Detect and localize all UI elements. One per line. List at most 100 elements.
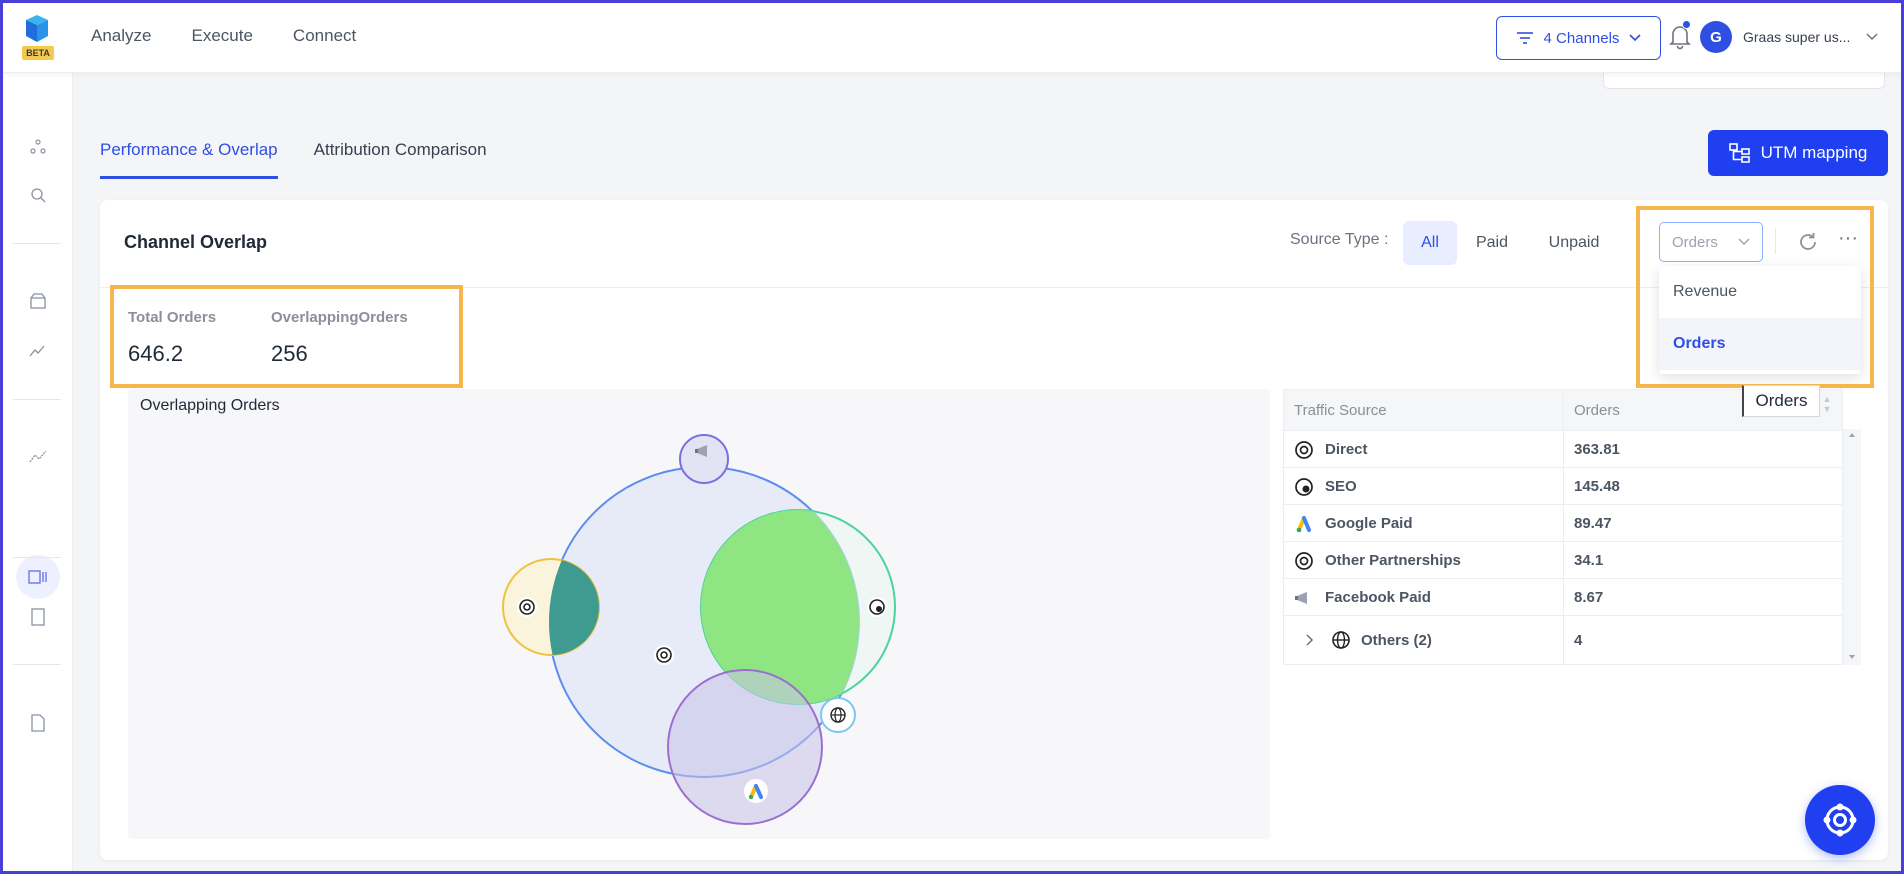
metric-select-value: Orders <box>1672 233 1718 251</box>
date-range-picker[interactable] <box>1603 73 1885 89</box>
tab-bar: Performance & Overlap Attribution Compar… <box>100 140 487 179</box>
target-icon <box>1295 441 1313 459</box>
nav-connect[interactable]: Connect <box>292 26 357 45</box>
sidebar-trend-search-icon[interactable] <box>26 339 50 363</box>
sidebar-divider <box>13 243 61 244</box>
main-nav: Analyze Execute Connect <box>91 26 356 46</box>
chevron-down-icon <box>1629 34 1642 42</box>
venn-intersection-direct-partnerships[interactable] <box>503 559 599 655</box>
beta-badge: BETA <box>22 46 54 60</box>
megaphone-icon <box>1295 592 1307 604</box>
megaphone-icon <box>695 445 707 457</box>
header-orders[interactable]: Orders <box>1574 402 1620 419</box>
user-menu-chevron-icon[interactable] <box>1866 28 1878 44</box>
sidebar-document-icon[interactable] <box>26 605 50 629</box>
target-icon <box>1295 552 1313 570</box>
globe-icon <box>830 707 846 723</box>
refresh-icon[interactable] <box>1797 231 1819 253</box>
traffic-source-table: Traffic Source Orders Direct 363.81 SEO … <box>1283 389 1843 665</box>
nav-analyze[interactable]: Analyze <box>91 26 152 45</box>
channels-label: 4 Channels <box>1543 29 1620 47</box>
toolbar-divider <box>1775 228 1776 254</box>
total-orders-label: Total Orders <box>128 309 217 326</box>
utm-mapping-label: UTM mapping <box>1760 143 1868 162</box>
app-logo[interactable]: BETA <box>20 14 54 62</box>
table-row[interactable]: SEO 145.48 <box>1284 467 1842 504</box>
sidebar-divider-mid <box>13 557 61 558</box>
sort-arrows-icon[interactable]: ▲ ▼ <box>1822 394 1832 414</box>
table-row[interactable]: Other Partnerships 34.1 <box>1284 541 1842 578</box>
chevron-right-icon[interactable] <box>1306 634 1314 646</box>
row-name: Google Paid <box>1325 515 1413 532</box>
venn-circle-facebook-paid[interactable] <box>679 434 729 484</box>
logo-cube-icon <box>26 15 48 42</box>
sidebar-divider <box>13 399 61 400</box>
metric-option-orders[interactable]: Orders <box>1659 318 1861 370</box>
tab-performance-overlap[interactable]: Performance & Overlap <box>100 140 278 179</box>
row-name: Others (2) <box>1361 632 1432 649</box>
metric-dropdown-menu: Revenue Orders <box>1659 266 1861 374</box>
venn-title: Overlapping Orders <box>140 397 280 414</box>
table-row[interactable]: Facebook Paid 8.67 <box>1284 578 1842 615</box>
row-value: 8.67 <box>1574 589 1604 606</box>
avatar[interactable]: G <box>1700 21 1732 53</box>
table-row-expandable[interactable]: Others (2) 4 <box>1284 615 1842 664</box>
sidebar-active-bg <box>16 555 60 599</box>
sidebar <box>3 73 73 871</box>
card-divider <box>100 287 1888 288</box>
overlapping-orders-value: 256 <box>271 341 308 366</box>
sidebar-overlap-icon[interactable] <box>26 565 50 589</box>
table-row[interactable]: Google Paid 89.47 <box>1284 504 1842 541</box>
highlight-metrics-box <box>110 285 463 388</box>
globe-search-icon <box>1295 478 1313 496</box>
tab-attribution-comparison[interactable]: Attribution Comparison <box>313 140 487 159</box>
sidebar-analytics-icon[interactable] <box>26 445 50 469</box>
column-tooltip: Orders <box>1742 385 1820 417</box>
source-type-label: Source Type : <box>1290 231 1389 248</box>
row-value: 145.48 <box>1574 478 1620 495</box>
sidebar-divider <box>13 664 61 665</box>
sidebar-search-icon[interactable] <box>26 183 50 207</box>
total-orders-value: 646.2 <box>128 341 184 366</box>
utm-mapping-button[interactable]: UTM mapping <box>1708 130 1888 176</box>
sitemap-icon <box>1728 143 1750 163</box>
row-value: 34.1 <box>1574 552 1604 569</box>
venn-circle-google-paid[interactable] <box>667 669 823 825</box>
row-value: 4 <box>1574 632 1583 649</box>
source-type-all[interactable]: All <box>1403 221 1457 265</box>
overlapping-orders-label: OverlappingOrders <box>271 309 408 326</box>
metric-option-revenue[interactable]: Revenue <box>1673 283 1738 300</box>
card-title: Channel Overlap <box>124 232 268 252</box>
metric-select[interactable]: Orders <box>1659 222 1763 262</box>
table-row[interactable]: Direct 363.81 <box>1284 430 1842 467</box>
column-divider <box>1563 390 1564 664</box>
venn-diagram <box>502 434 896 825</box>
top-bar: BETA Analyze Execute Connect 4 Channels … <box>0 0 1904 73</box>
source-type-unpaid[interactable]: Unpaid <box>1548 234 1600 251</box>
chevron-down-icon <box>1738 238 1750 245</box>
google-ads-icon <box>1296 516 1311 533</box>
nav-execute[interactable]: Execute <box>191 26 253 45</box>
lifebuoy-icon <box>1823 803 1857 837</box>
source-type-paid[interactable]: Paid <box>1475 234 1509 251</box>
notification-dot <box>1682 20 1691 29</box>
help-chat-button[interactable] <box>1805 785 1875 855</box>
globe-search-icon <box>867 597 887 617</box>
channels-filter-button[interactable]: 4 Channels <box>1496 16 1661 60</box>
target-icon <box>517 597 537 617</box>
row-name: Direct <box>1325 441 1368 458</box>
table-scrollbar[interactable] <box>1843 429 1861 665</box>
sidebar-store-icon[interactable] <box>26 289 50 313</box>
more-options-icon[interactable]: ··· <box>1838 227 1858 249</box>
sidebar-nodes-icon[interactable] <box>26 135 50 159</box>
user-name[interactable]: Graas super us... <box>1743 29 1851 45</box>
filter-icon <box>1516 32 1533 44</box>
highlight-dropdown-box <box>1636 206 1874 388</box>
header-traffic-source[interactable]: Traffic Source <box>1294 402 1387 419</box>
sidebar-file-icon[interactable] <box>26 711 50 735</box>
target-icon <box>654 645 674 665</box>
google-ads-icon <box>744 779 768 803</box>
row-value: 363.81 <box>1574 441 1620 458</box>
globe-icon <box>1332 631 1350 649</box>
row-name: SEO <box>1325 478 1357 495</box>
